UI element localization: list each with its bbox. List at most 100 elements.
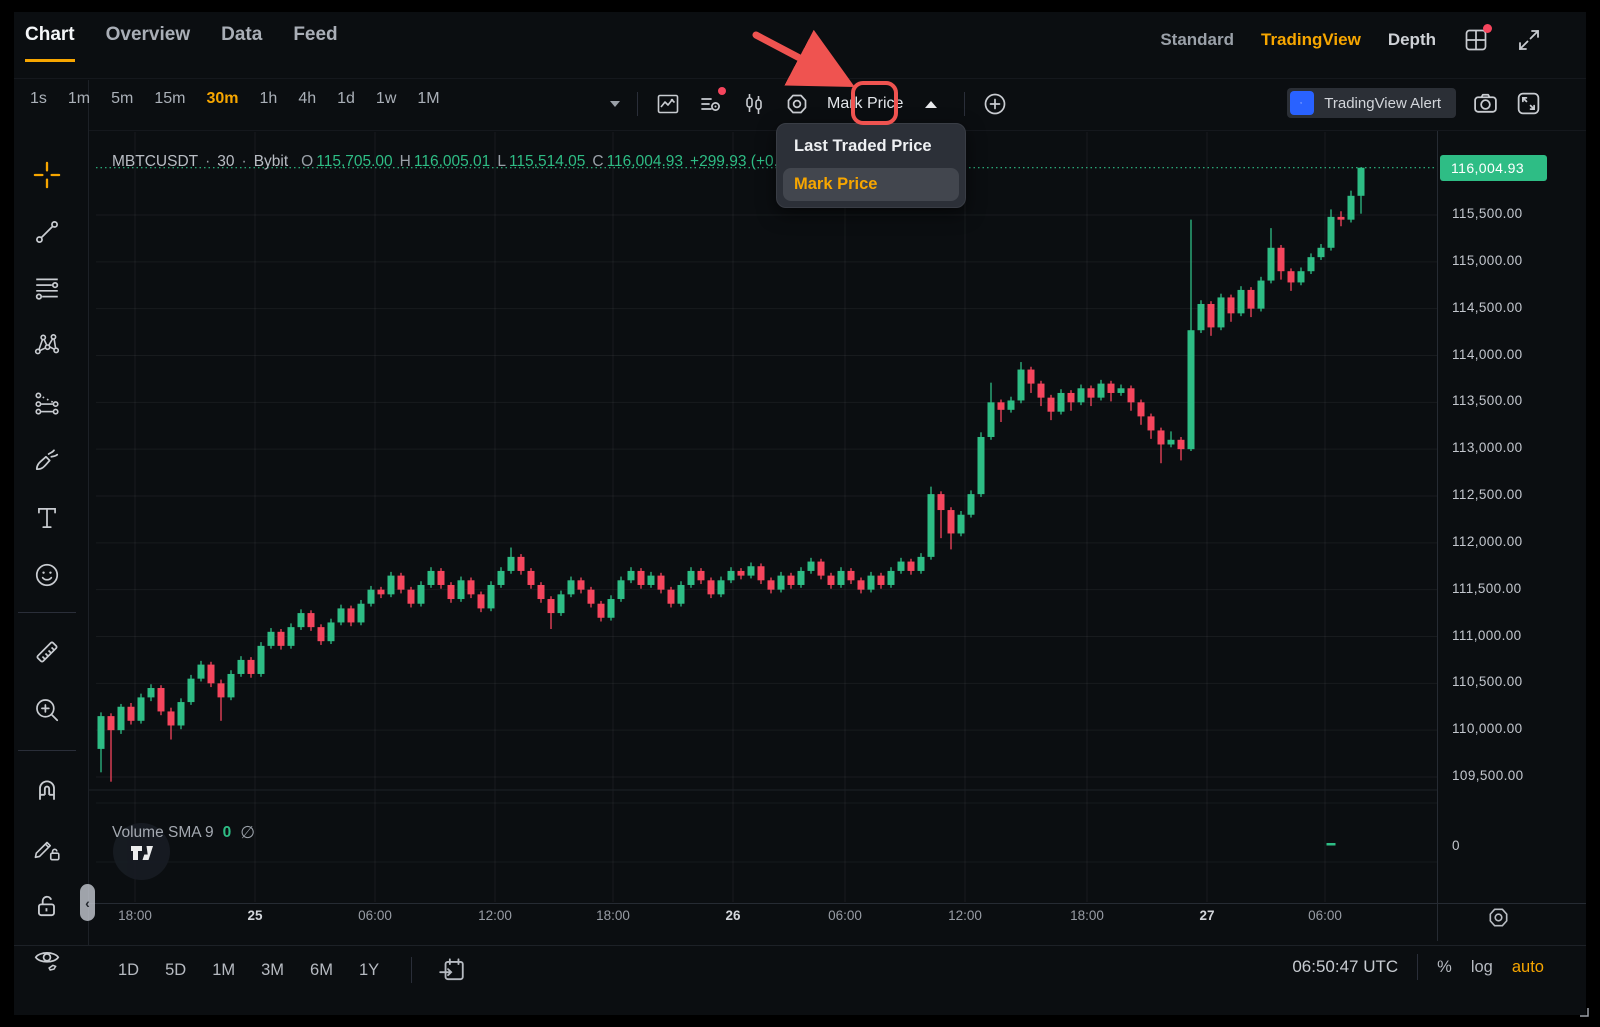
nav-tab-chart[interactable]: Chart <box>25 24 75 62</box>
interval-caret-icon[interactable] <box>610 101 620 107</box>
annotation-highlight-box <box>851 81 898 125</box>
toolbar-icons: Mark Price <box>610 87 1008 120</box>
ruler-icon[interactable] <box>27 632 67 672</box>
time-tick-1800: 18:00 <box>118 908 152 923</box>
timeframe-15m[interactable]: 15m <box>154 90 186 107</box>
range-1m[interactable]: 1M <box>212 960 236 979</box>
price-tick-113500: 113,500.00 <box>1452 393 1523 409</box>
time-tick-25: 25 <box>247 908 263 923</box>
brush-icon[interactable] <box>27 440 67 480</box>
volume-label: Volume SMA 9 <box>112 824 214 841</box>
symbol-legend[interactable]: MBTCUSDT · 30 · Bybit O 115,705.00 H 116,0… <box>112 153 814 171</box>
price-tick-111500: 111,500.00 <box>1452 580 1522 596</box>
hide-drawings-icon[interactable] <box>27 940 67 980</box>
forecast-icon[interactable] <box>27 383 67 423</box>
toolbar-divider-bar <box>637 92 638 116</box>
drawing-toolbar-divider <box>18 612 76 613</box>
empty-set-icon: ∅ <box>240 823 256 842</box>
time-axis-border <box>88 903 1586 904</box>
time-tick-27: 27 <box>1199 908 1215 923</box>
trend-line-icon[interactable] <box>27 212 67 252</box>
xabcd-pattern-icon[interactable] <box>27 325 67 365</box>
indicators-icon[interactable] <box>698 87 726 117</box>
price-tick-110500: 110,500.00 <box>1452 674 1523 690</box>
legend-close-key: C <box>592 153 604 170</box>
price-mode-caret-icon[interactable] <box>925 100 938 108</box>
candlestick-chart[interactable] <box>89 131 1437 903</box>
emoji-icon[interactable] <box>27 555 67 595</box>
nav-tab-feed[interactable]: Feed <box>293 24 338 45</box>
tradingview-alert-button[interactable]: TradingView Alert <box>1287 88 1456 118</box>
volume-legend[interactable]: Volume SMA 9 0 ∅ <box>112 823 255 843</box>
zoom-in-icon[interactable] <box>27 690 67 730</box>
candle-display-icon[interactable] <box>741 91 767 117</box>
timeframe-1h[interactable]: 1h <box>259 90 278 107</box>
last-price-badge: 116,004.93 <box>1440 154 1547 181</box>
price-mode-button[interactable]: Mark Price <box>827 95 938 113</box>
timeframe-1M[interactable]: 1M <box>417 90 440 107</box>
time-tick-0600: 06:00 <box>358 908 392 923</box>
nav-tab-data[interactable]: Data <box>221 24 263 45</box>
timeframe-5m[interactable]: 5m <box>111 90 134 107</box>
log-scale-button[interactable]: log <box>1470 957 1493 976</box>
legend-sep: · <box>205 153 211 170</box>
fullscreen-icon[interactable] <box>1516 27 1542 53</box>
bottom-right-controls: 06:50:47 UTC % log auto <box>1292 954 1544 980</box>
legend-open-key: O <box>301 153 314 170</box>
compare-plus-icon[interactable] <box>982 91 1008 117</box>
timeframe-row: 1s 1m 5m 15m 30m 1h 4h 1d 1w 1M <box>30 90 440 108</box>
time-tick-1200: 12:00 <box>478 908 512 923</box>
magnet-icon[interactable] <box>27 770 67 810</box>
range-6m[interactable]: 6M <box>310 960 333 979</box>
go-to-date-icon[interactable] <box>438 956 466 984</box>
mode-tab-standard[interactable]: Standard <box>1160 30 1234 49</box>
drawing-edit-lock-icon[interactable] <box>27 830 67 870</box>
dropdown-item-last-traded-price[interactable]: Last Traded Price <box>794 137 932 155</box>
mode-tab-depth[interactable]: Depth <box>1387 30 1436 49</box>
crosshair-icon[interactable] <box>27 155 67 195</box>
timeframe-1s[interactable]: 1s <box>30 90 47 107</box>
clock-utc[interactable]: 06:50:47 UTC <box>1292 957 1399 976</box>
annotation-arrow <box>752 29 855 88</box>
text-icon[interactable] <box>27 498 67 538</box>
collapse-toolbar-handle[interactable]: ‹ <box>80 884 95 921</box>
drawing-toolbar-border <box>88 80 89 945</box>
chart-style-icon[interactable] <box>655 91 681 117</box>
auto-scale-button[interactable]: auto <box>1511 957 1544 976</box>
header-mode-switcher: Standard TradingView Depth <box>1160 24 1542 53</box>
volume-value: 0 <box>222 824 232 841</box>
price-tick-112000: 112,000.00 <box>1452 533 1523 549</box>
time-axis-settings-icon[interactable] <box>1486 905 1511 930</box>
percent-scale-button[interactable]: % <box>1437 957 1452 976</box>
range-buttons: 1D 5D 1M 3M 6M 1Y <box>118 956 466 984</box>
price-tick-115000: 115,000.00 <box>1452 252 1523 268</box>
timeframe-1d[interactable]: 1d <box>337 90 355 107</box>
timeframe-30m[interactable]: 30m <box>206 90 239 107</box>
time-tick-1200: 12:00 <box>948 908 982 923</box>
alert-clock-icon <box>1290 91 1315 115</box>
timeframe-1m[interactable]: 1m <box>67 90 91 107</box>
time-tick-1800: 18:00 <box>1070 908 1104 923</box>
tradingview-watermark[interactable] <box>113 823 170 880</box>
range-1y[interactable]: 1Y <box>358 960 380 979</box>
range-1d[interactable]: 1D <box>118 960 140 979</box>
expand-box-icon[interactable] <box>1515 90 1542 117</box>
grid-layout-icon[interactable] <box>1463 24 1492 53</box>
range-5d[interactable]: 5D <box>165 960 187 979</box>
drawing-toolbar-divider-2 <box>18 750 76 751</box>
legend-interval: 30 <box>217 153 235 170</box>
nav-tab-overview[interactable]: Overview <box>105 24 191 45</box>
legend-exchange: Bybit <box>253 153 289 170</box>
lock-all-icon[interactable] <box>27 886 67 926</box>
timeframe-4h[interactable]: 4h <box>298 90 317 107</box>
range-3m[interactable]: 3M <box>261 960 285 979</box>
camera-icon[interactable] <box>1472 90 1499 117</box>
dropdown-item-mark-price[interactable]: Mark Price <box>783 168 959 201</box>
fib-retracement-icon[interactable] <box>27 268 67 308</box>
legend-high-value: 116,005.01 <box>413 153 491 170</box>
chart-settings-icon[interactable] <box>784 91 810 117</box>
resize-corner-icon[interactable] <box>1574 1002 1590 1018</box>
timeframe-1w[interactable]: 1w <box>375 90 397 107</box>
price-tick-112500: 112,500.00 <box>1452 487 1523 502</box>
mode-tab-tradingview[interactable]: TradingView <box>1261 30 1361 49</box>
